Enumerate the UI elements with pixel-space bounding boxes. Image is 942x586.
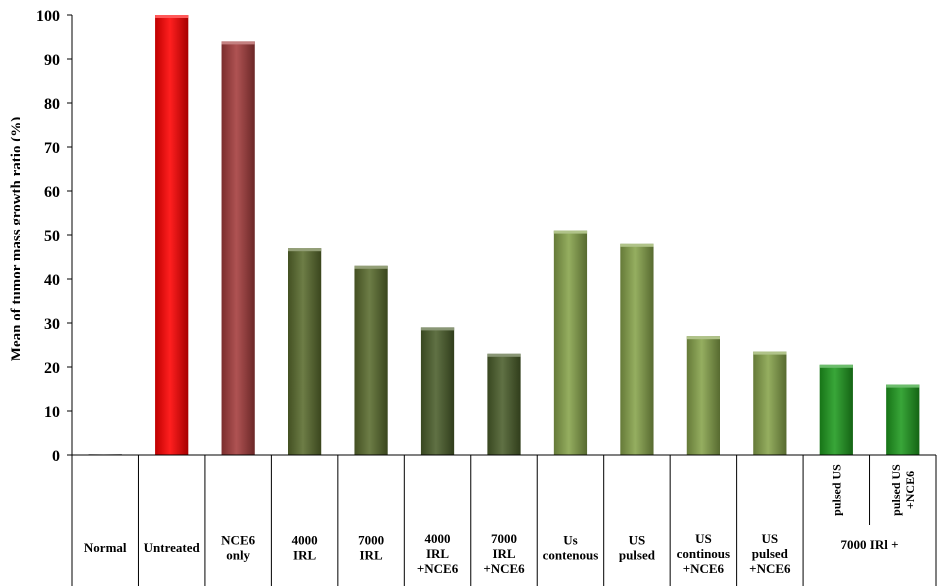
- y-tick-label: 20: [44, 360, 60, 377]
- group-label: 7000 IRl +: [841, 537, 899, 552]
- category-label: 7000: [358, 533, 384, 548]
- category-label: continous: [677, 546, 730, 561]
- category-label: pulsed US: [829, 464, 843, 516]
- bar: [620, 243, 654, 455]
- category-label: US: [629, 533, 646, 548]
- category-label: 7000: [491, 531, 517, 546]
- bar-cap: [354, 265, 388, 269]
- category-label: +NCE6: [683, 561, 725, 576]
- category-label: NCE6: [221, 533, 255, 548]
- bar: [221, 41, 255, 456]
- bar: [886, 384, 920, 455]
- category-label: Untreated: [144, 540, 201, 555]
- category-label: US: [762, 531, 779, 546]
- category-label: IRL: [492, 546, 515, 561]
- bar: [553, 230, 588, 455]
- category-label: pulsed: [752, 546, 789, 561]
- category-label: IRL: [426, 546, 449, 561]
- y-tick-label: 50: [44, 228, 60, 245]
- bar-cap: [155, 15, 189, 18]
- category-label: only: [226, 548, 250, 563]
- category-label: contenous: [543, 548, 599, 563]
- y-tick-label: 0: [52, 448, 60, 465]
- bar-cap: [420, 327, 455, 331]
- y-tick-label: 100: [36, 8, 60, 25]
- bar: [753, 351, 787, 455]
- category-label: pulsed: [619, 548, 656, 563]
- y-tick-label: 70: [44, 140, 60, 157]
- bar: [288, 248, 322, 455]
- bar-cap: [620, 243, 654, 247]
- category-label: 4000: [292, 533, 318, 548]
- category-label: pulsed US: [889, 464, 903, 516]
- bar-cap: [487, 353, 521, 357]
- category-label: IRL: [293, 548, 316, 563]
- category-label: +NCE6: [749, 561, 791, 576]
- bar: [354, 265, 388, 455]
- category-label: US: [695, 531, 712, 546]
- category-label: IRL: [360, 548, 383, 563]
- bar-cap: [686, 336, 720, 340]
- category-table: Normal Untreated NCE6only4000IRL7000IRL400…: [71, 455, 937, 586]
- y-tick-label: 40: [44, 272, 60, 289]
- bars-group: [88, 15, 920, 456]
- category-label: Normal: [84, 540, 127, 555]
- bar: [819, 364, 853, 455]
- y-axis-title: Mean of tumor mass growth ratio (%): [9, 117, 20, 361]
- y-tick-label: 90: [44, 52, 60, 69]
- y-tick-label: 10: [44, 404, 60, 421]
- category-label: +NCE6: [417, 561, 459, 576]
- y-tick-label: 80: [44, 96, 60, 113]
- bar-cap: [221, 41, 255, 45]
- bar: [487, 353, 521, 455]
- bar-cap: [753, 351, 787, 355]
- bar-cap: [288, 248, 322, 252]
- bar: [155, 15, 189, 455]
- bar-cap: [819, 364, 853, 368]
- bar: [686, 336, 720, 455]
- axes-group: 0 10 20 30 40 50 60 70 80 90 100: [36, 8, 936, 465]
- bar-cap: [886, 384, 920, 388]
- bar: [420, 327, 455, 455]
- y-tick-label: 30: [44, 316, 60, 333]
- y-tick-label: 60: [44, 184, 60, 201]
- category-label: +NCE6: [903, 471, 917, 509]
- category-label: +NCE6: [483, 561, 525, 576]
- bar-cap: [553, 230, 588, 234]
- category-label: Us: [563, 533, 577, 548]
- category-label: 4000: [425, 531, 451, 546]
- y-axis-title-container: Mean of tumor mass growth ratio (%): [9, 117, 20, 361]
